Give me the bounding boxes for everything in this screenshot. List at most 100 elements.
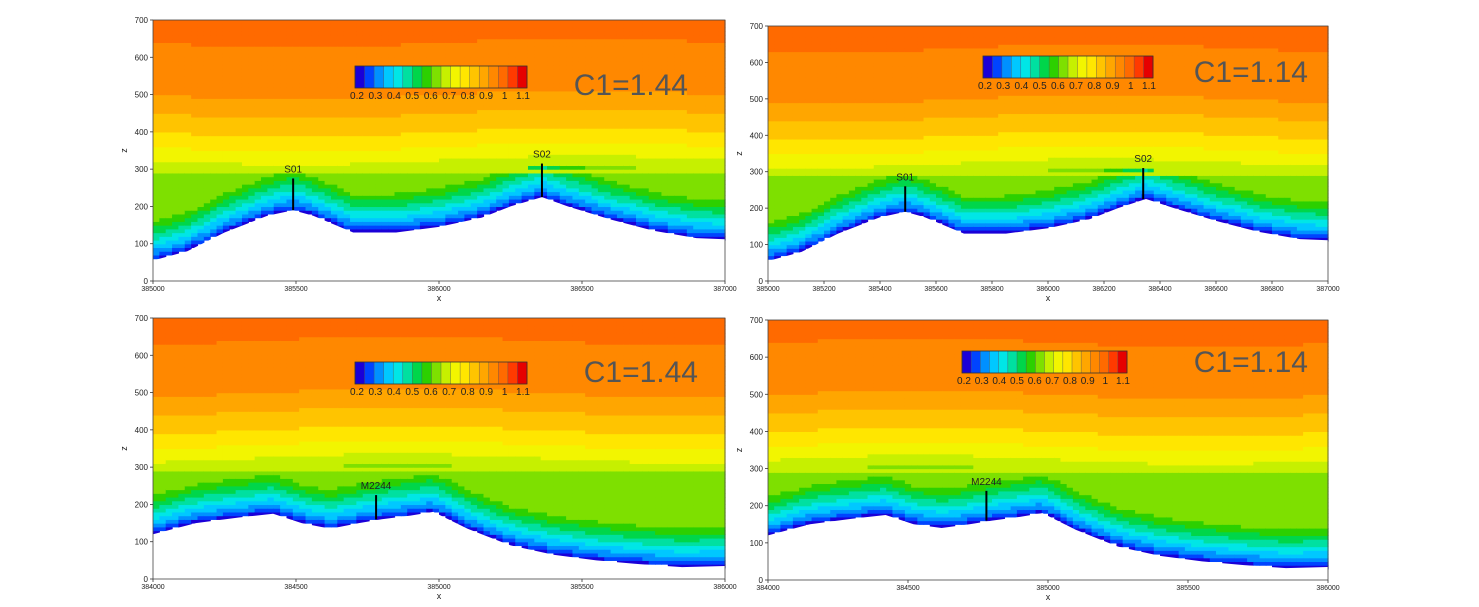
contour-cell xyxy=(477,173,484,177)
contour-cell xyxy=(572,199,579,203)
contour-cell xyxy=(350,27,357,31)
contour-cell xyxy=(630,102,637,106)
contour-cell xyxy=(611,61,618,65)
contour-cell xyxy=(242,87,249,91)
contour-cell xyxy=(407,169,414,173)
contour-cell xyxy=(204,214,211,218)
contour-cell xyxy=(496,57,503,61)
contour-cell xyxy=(274,180,281,184)
contour-cell xyxy=(363,102,370,106)
contour-cell xyxy=(344,139,351,143)
contour-cell xyxy=(483,109,490,113)
contour-cell xyxy=(280,102,287,106)
contour-cell xyxy=(661,206,668,210)
contour-cell xyxy=(185,31,192,35)
contour-cell xyxy=(414,184,421,188)
contour-cell xyxy=(331,143,338,147)
contour-cell xyxy=(306,102,313,106)
contour-cell xyxy=(636,27,643,31)
contour-cell xyxy=(375,192,382,196)
contour-cell xyxy=(592,20,599,24)
contour-cell xyxy=(706,151,713,155)
contour-cell xyxy=(172,61,179,65)
contour-cell xyxy=(166,221,173,225)
contour-cell xyxy=(674,151,681,155)
contour-cell xyxy=(344,210,351,214)
contour-cell xyxy=(414,109,421,113)
contour-cell xyxy=(356,206,363,210)
contour-cell xyxy=(248,31,255,35)
contour-cell xyxy=(681,54,688,58)
contour-cell xyxy=(280,72,287,76)
contour-cell xyxy=(642,124,649,128)
contour-cell xyxy=(197,87,204,91)
contour-cell xyxy=(439,117,446,121)
contour-cell xyxy=(452,210,459,214)
contour-cell xyxy=(185,169,192,173)
contour-cell xyxy=(655,151,662,155)
contour-cell xyxy=(229,169,236,173)
contour-cell xyxy=(318,50,325,54)
contour-cell xyxy=(197,158,204,162)
contour-cell xyxy=(719,124,726,128)
contour-cell xyxy=(611,20,618,24)
contour-cell xyxy=(166,39,173,43)
contour-cell xyxy=(420,162,427,166)
contour-cell xyxy=(178,106,185,110)
contour-cell xyxy=(503,35,510,39)
contour-cell xyxy=(611,31,618,35)
contour-cell xyxy=(267,54,274,58)
contour-cell xyxy=(534,165,541,169)
contour-cell xyxy=(483,31,490,35)
contour-cell xyxy=(528,173,535,177)
contour-cell xyxy=(159,236,166,240)
contour-cell xyxy=(344,225,351,229)
contour-cell xyxy=(191,233,198,237)
contour-cell xyxy=(503,139,510,143)
contour-cell xyxy=(299,46,306,50)
contour-cell xyxy=(159,199,166,203)
contour-cell xyxy=(515,169,522,173)
contour-cell xyxy=(375,206,382,210)
contour-cell xyxy=(172,221,179,225)
contour-cell xyxy=(337,124,344,128)
contour-cell xyxy=(534,27,541,31)
contour-cell xyxy=(363,46,370,50)
contour-cell xyxy=(592,206,599,210)
contour-cell xyxy=(547,124,554,128)
contour-cell xyxy=(172,128,179,132)
contour-cell xyxy=(236,124,243,128)
contour-cell xyxy=(598,165,605,169)
contour-cell xyxy=(706,113,713,117)
contour-cell xyxy=(223,87,230,91)
contour-cell xyxy=(630,214,637,218)
contour-cell xyxy=(369,229,376,233)
contour-cell xyxy=(604,206,611,210)
contour-cell xyxy=(267,151,274,155)
contour-cell xyxy=(191,177,198,181)
contour-cell xyxy=(674,106,681,110)
contour-cell xyxy=(598,203,605,207)
contour-cell xyxy=(261,188,268,192)
contour-cell xyxy=(655,143,662,147)
contour-cell xyxy=(172,57,179,61)
contour-cell xyxy=(439,132,446,136)
contour-cell xyxy=(267,177,274,181)
contour-cell xyxy=(712,65,719,69)
contour-cell xyxy=(585,113,592,117)
contour-cell xyxy=(681,31,688,35)
contour-cell xyxy=(204,233,211,237)
contour-cell xyxy=(433,184,440,188)
contour-cell xyxy=(541,106,548,110)
contour-cell xyxy=(229,117,236,121)
contour-cell xyxy=(712,27,719,31)
contour-cell xyxy=(236,113,243,117)
contour-cell xyxy=(617,57,624,61)
contour-cell xyxy=(236,180,243,184)
contour-cell xyxy=(197,31,204,35)
contour-cell xyxy=(217,117,224,121)
contour-cell xyxy=(445,162,452,166)
contour-cell xyxy=(159,54,166,58)
contour-cell xyxy=(414,136,421,140)
contour-cell xyxy=(312,165,319,169)
